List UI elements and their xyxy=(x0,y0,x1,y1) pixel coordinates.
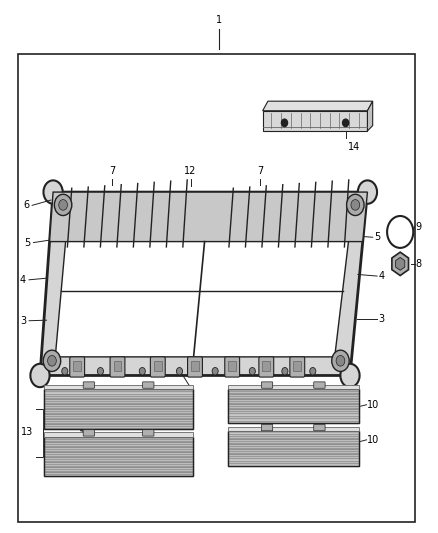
FancyBboxPatch shape xyxy=(113,361,121,371)
Circle shape xyxy=(340,364,360,387)
Text: 2: 2 xyxy=(187,390,194,400)
Text: 7: 7 xyxy=(258,166,264,176)
Circle shape xyxy=(346,195,364,215)
Circle shape xyxy=(212,368,218,375)
Polygon shape xyxy=(263,101,373,111)
Circle shape xyxy=(59,199,67,210)
Circle shape xyxy=(97,368,103,375)
FancyBboxPatch shape xyxy=(261,424,273,431)
Text: 9: 9 xyxy=(416,222,422,232)
Text: 14: 14 xyxy=(348,142,360,151)
Text: 1: 1 xyxy=(216,14,222,25)
Bar xyxy=(228,431,359,466)
Text: 8: 8 xyxy=(416,259,422,269)
FancyBboxPatch shape xyxy=(143,382,154,388)
FancyBboxPatch shape xyxy=(191,361,199,371)
FancyBboxPatch shape xyxy=(293,361,301,371)
FancyBboxPatch shape xyxy=(225,357,240,377)
FancyBboxPatch shape xyxy=(73,361,81,371)
Bar xyxy=(228,431,359,466)
FancyBboxPatch shape xyxy=(150,357,165,377)
Polygon shape xyxy=(392,252,409,276)
Text: 6: 6 xyxy=(23,200,29,211)
Bar xyxy=(44,389,193,429)
Bar xyxy=(228,389,359,423)
Text: 10: 10 xyxy=(367,435,380,445)
Polygon shape xyxy=(40,192,367,375)
Circle shape xyxy=(177,368,183,375)
Text: 12: 12 xyxy=(184,166,197,176)
FancyBboxPatch shape xyxy=(187,357,202,377)
FancyBboxPatch shape xyxy=(314,424,325,431)
Text: 5: 5 xyxy=(374,232,380,243)
Bar xyxy=(228,427,359,431)
FancyBboxPatch shape xyxy=(228,361,236,371)
FancyBboxPatch shape xyxy=(110,357,125,377)
Bar xyxy=(44,437,193,477)
Circle shape xyxy=(54,195,72,215)
Circle shape xyxy=(336,356,345,366)
Bar xyxy=(44,437,193,477)
Polygon shape xyxy=(367,101,373,131)
FancyBboxPatch shape xyxy=(262,361,270,371)
FancyBboxPatch shape xyxy=(259,357,274,377)
FancyBboxPatch shape xyxy=(290,357,305,377)
Polygon shape xyxy=(263,111,367,131)
Bar xyxy=(44,389,193,429)
FancyBboxPatch shape xyxy=(83,430,95,436)
Circle shape xyxy=(249,368,255,375)
FancyBboxPatch shape xyxy=(261,382,273,388)
Text: 4: 4 xyxy=(378,271,385,281)
Circle shape xyxy=(282,119,288,126)
Bar xyxy=(228,384,359,389)
Text: 10: 10 xyxy=(79,430,92,440)
Polygon shape xyxy=(396,257,405,270)
Circle shape xyxy=(332,350,349,372)
FancyBboxPatch shape xyxy=(70,357,85,377)
Text: 3: 3 xyxy=(378,313,385,324)
Text: 5: 5 xyxy=(24,238,30,247)
Bar xyxy=(44,432,193,437)
Circle shape xyxy=(139,368,145,375)
Text: 7: 7 xyxy=(109,166,115,176)
Circle shape xyxy=(30,364,49,387)
Text: 10: 10 xyxy=(367,400,380,410)
Text: 4: 4 xyxy=(20,275,26,285)
Circle shape xyxy=(343,119,349,126)
Circle shape xyxy=(387,216,413,248)
Circle shape xyxy=(62,368,68,375)
Text: 13: 13 xyxy=(21,427,33,438)
Circle shape xyxy=(351,199,360,210)
Bar xyxy=(228,389,359,423)
Circle shape xyxy=(43,350,61,372)
Circle shape xyxy=(310,368,316,375)
FancyBboxPatch shape xyxy=(18,54,416,522)
Bar xyxy=(44,384,193,389)
FancyBboxPatch shape xyxy=(154,361,162,371)
FancyBboxPatch shape xyxy=(314,382,325,388)
Polygon shape xyxy=(49,192,367,241)
Polygon shape xyxy=(55,211,352,357)
Circle shape xyxy=(43,180,63,204)
FancyBboxPatch shape xyxy=(143,430,154,436)
Circle shape xyxy=(282,368,288,375)
Circle shape xyxy=(48,356,57,366)
Circle shape xyxy=(358,180,377,204)
FancyBboxPatch shape xyxy=(83,382,95,388)
Text: 3: 3 xyxy=(20,316,26,326)
